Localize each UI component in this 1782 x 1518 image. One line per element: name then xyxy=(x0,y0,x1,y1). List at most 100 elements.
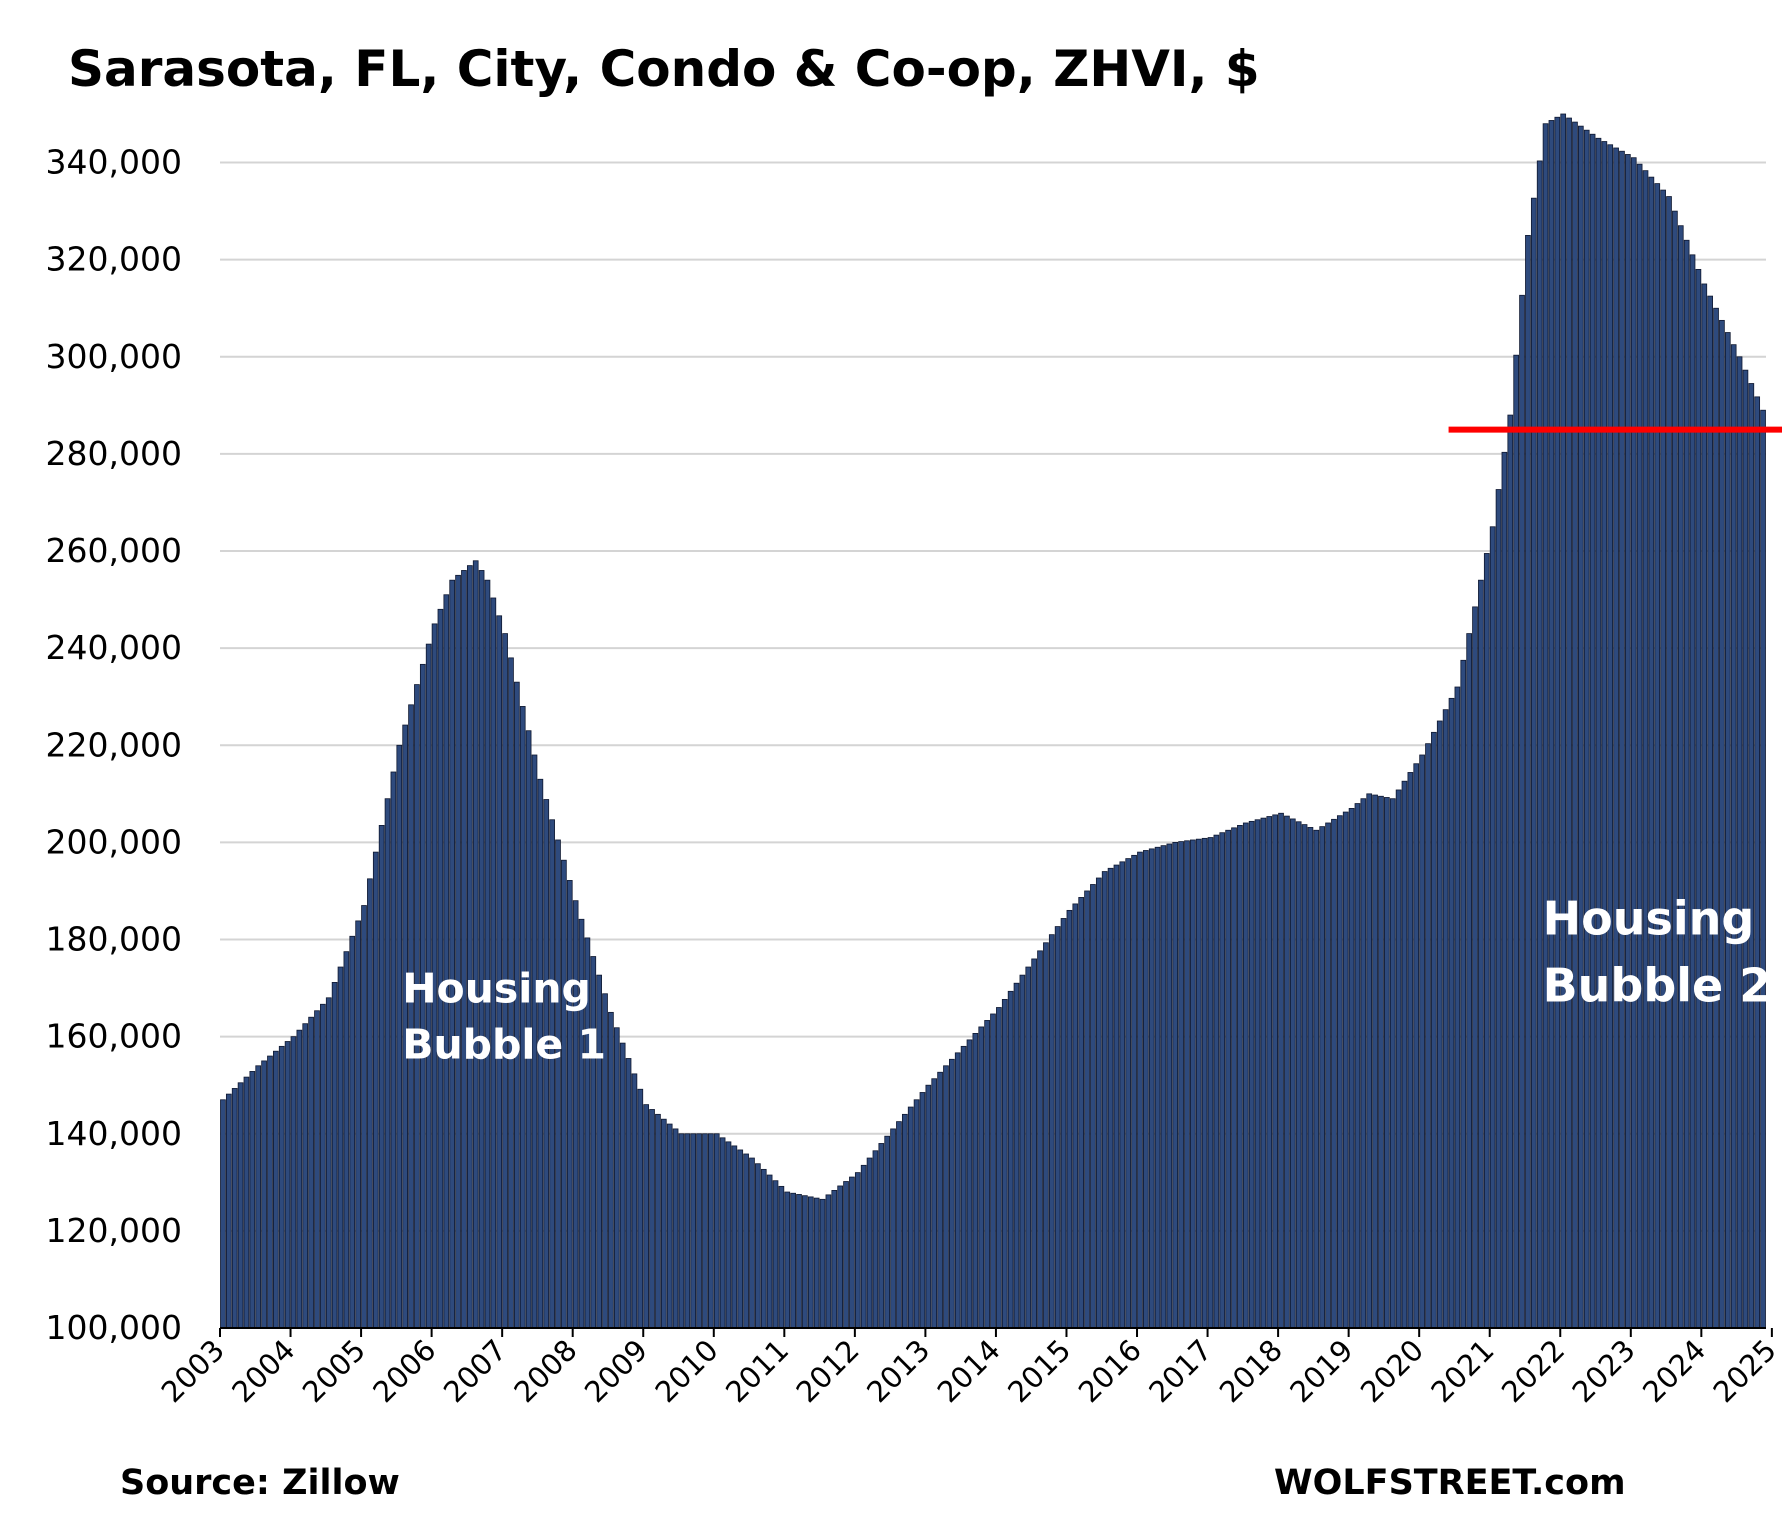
bar xyxy=(919,1092,926,1329)
bar xyxy=(1354,803,1361,1329)
bar xyxy=(337,966,344,1329)
y-axis-ticks: 100,000 120,000 140,000 160,000 180,000 200,0… xyxy=(46,143,182,1347)
bar xyxy=(308,1016,314,1329)
bar xyxy=(1625,154,1631,1329)
y-tick-label: 100,000 xyxy=(46,1308,182,1347)
bar xyxy=(1313,829,1320,1329)
bars xyxy=(220,113,1766,1329)
bar xyxy=(302,1023,309,1329)
bar xyxy=(1677,225,1684,1329)
bar xyxy=(1266,816,1273,1329)
bar xyxy=(1442,709,1449,1329)
annotation-1-line-1: Housing xyxy=(402,965,591,1013)
bar xyxy=(1436,720,1443,1329)
bar xyxy=(1413,763,1420,1329)
bar xyxy=(343,951,350,1329)
y-tick-label: 140,000 xyxy=(46,1114,182,1153)
bar xyxy=(1713,307,1719,1329)
bar xyxy=(737,1149,744,1329)
y-tick-label: 120,000 xyxy=(46,1211,182,1250)
bar xyxy=(1289,818,1296,1329)
bar xyxy=(225,1093,232,1329)
bar xyxy=(1107,867,1114,1329)
bar xyxy=(1689,254,1696,1329)
credit-label: WOLFSTREET.com xyxy=(1274,1463,1626,1503)
bar xyxy=(1231,827,1237,1329)
source-label: Source: Zillow xyxy=(120,1463,400,1503)
bar xyxy=(931,1078,938,1329)
bar xyxy=(1525,234,1531,1329)
bar xyxy=(1548,120,1555,1329)
bar xyxy=(907,1106,914,1329)
bar xyxy=(396,744,403,1329)
bar xyxy=(1577,125,1584,1329)
bar xyxy=(1595,137,1602,1329)
bar xyxy=(613,1027,620,1329)
bar xyxy=(1242,822,1249,1329)
bar xyxy=(643,1104,650,1329)
bar xyxy=(1736,356,1743,1329)
bar xyxy=(1248,820,1255,1329)
bar xyxy=(443,594,450,1329)
bar xyxy=(807,1196,814,1329)
bar xyxy=(901,1113,908,1329)
bar xyxy=(984,1020,990,1329)
bar xyxy=(1237,825,1243,1329)
bar xyxy=(231,1088,238,1329)
bar xyxy=(1401,780,1408,1329)
bar xyxy=(684,1133,691,1329)
bar xyxy=(455,574,461,1329)
bar xyxy=(760,1168,767,1329)
bar xyxy=(960,1045,967,1329)
bar xyxy=(1154,846,1161,1329)
bar xyxy=(1125,858,1132,1329)
bar xyxy=(884,1135,891,1329)
y-tick-label: 260,000 xyxy=(46,531,182,570)
bar xyxy=(913,1099,920,1329)
bar xyxy=(1254,819,1261,1329)
bar xyxy=(1054,926,1061,1329)
bar xyxy=(1278,812,1284,1329)
bar xyxy=(696,1133,702,1329)
bar xyxy=(237,1082,244,1329)
bar xyxy=(1119,861,1126,1329)
bar xyxy=(819,1198,826,1329)
bar xyxy=(1495,489,1502,1329)
bar xyxy=(1143,850,1149,1329)
bar xyxy=(408,704,414,1329)
bar xyxy=(1319,826,1326,1329)
bar xyxy=(272,1050,279,1329)
bar xyxy=(778,1185,785,1329)
bar xyxy=(220,1099,226,1329)
bar xyxy=(725,1141,732,1329)
bar xyxy=(843,1181,849,1329)
annotation-2-line-1: Housing xyxy=(1543,892,1755,946)
bar xyxy=(1519,294,1525,1329)
bar xyxy=(1360,798,1367,1329)
bar xyxy=(1589,133,1596,1329)
bar xyxy=(1460,659,1467,1329)
bar xyxy=(296,1029,303,1329)
bar xyxy=(849,1176,855,1329)
bar xyxy=(1607,144,1614,1329)
bar xyxy=(719,1137,726,1329)
bar xyxy=(655,1113,661,1329)
bar xyxy=(1742,369,1749,1329)
bar xyxy=(672,1128,679,1329)
bar xyxy=(349,935,356,1329)
bar xyxy=(325,997,332,1329)
y-tick-label: 180,000 xyxy=(46,920,182,959)
bar xyxy=(954,1052,961,1329)
bar xyxy=(1043,942,1049,1329)
bar xyxy=(749,1157,755,1329)
annotation-housing-bubble-1: Housing Bubble 1 xyxy=(402,965,606,1069)
bar xyxy=(731,1145,738,1329)
bar xyxy=(1007,990,1014,1329)
bar xyxy=(896,1121,902,1329)
bar xyxy=(472,560,479,1329)
bar xyxy=(1260,817,1267,1329)
bar xyxy=(1048,934,1055,1329)
bar xyxy=(978,1026,985,1329)
bar xyxy=(1001,999,1008,1329)
